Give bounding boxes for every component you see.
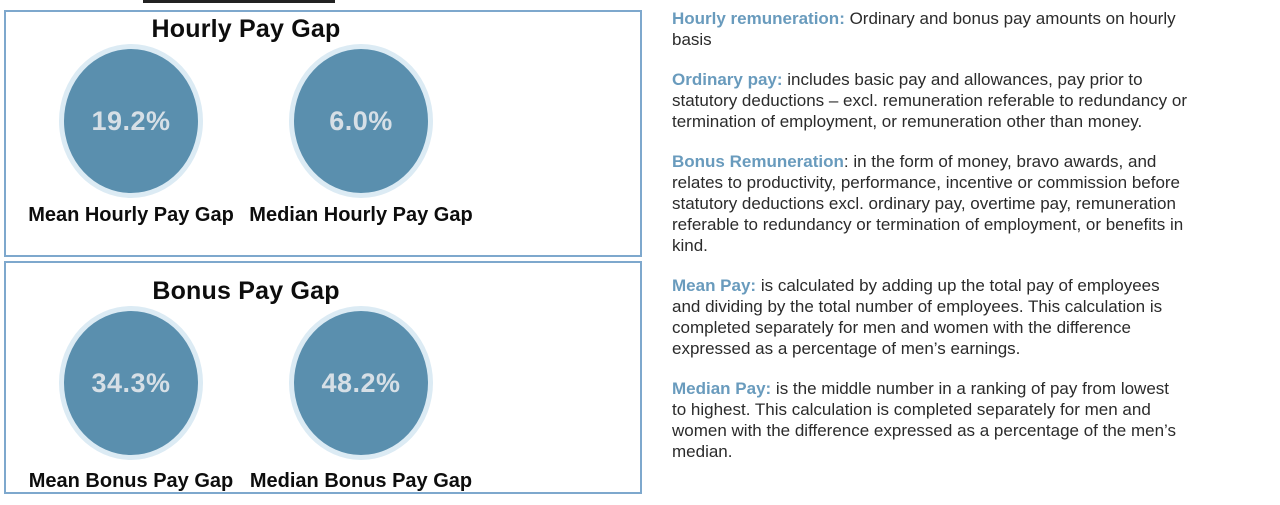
- definition-term: Mean Pay:: [672, 276, 757, 295]
- median-bonus-circle: 48.2%: [289, 306, 433, 460]
- cropped-text-artifact: [143, 0, 335, 3]
- mean-bonus-circle: 34.3%: [59, 306, 203, 460]
- hourly-stats-row: 19.2% Mean Hourly Pay Gap 6.0% Median Ho…: [16, 44, 476, 227]
- hourly-panel-content: Hourly Pay Gap 19.2% Mean Hourly Pay Gap…: [16, 12, 476, 227]
- median-hourly-label: Median Hourly Pay Gap: [249, 204, 473, 226]
- median-hourly-value: 6.0%: [329, 105, 393, 136]
- mean-hourly-circle: 19.2%: [59, 44, 203, 198]
- median-bonus-label: Median Bonus Pay Gap: [249, 470, 473, 492]
- mean-bonus-value: 34.3%: [91, 367, 171, 398]
- definition-mean-pay: Mean Pay: is calculated by adding up the…: [672, 275, 1187, 359]
- median-hourly-circle: 6.0%: [289, 44, 433, 198]
- hourly-panel-title: Hourly Pay Gap: [151, 15, 341, 43]
- definition-term: Ordinary pay:: [672, 70, 783, 89]
- definition-ordinary-pay: Ordinary pay: includes basic pay and all…: [672, 69, 1187, 132]
- definition-median-pay: Median Pay: is the middle number in a ra…: [672, 378, 1187, 462]
- definition-term: Bonus Remuneration: [672, 152, 844, 171]
- median-bonus-value: 48.2%: [321, 367, 401, 398]
- bonus-panel-content: Bonus Pay Gap 34.3% Mean Bonus Pay Gap 4…: [16, 263, 476, 493]
- definition-term: Hourly remuneration:: [672, 9, 845, 28]
- definition-text: Ordinary and bonus pay amounts on hourly…: [672, 9, 1176, 49]
- definition-hourly-remuneration: Hourly remuneration: Ordinary and bonus …: [672, 8, 1187, 50]
- definitions-column: Hourly remuneration: Ordinary and bonus …: [672, 8, 1187, 481]
- stat-median-hourly: 6.0% Median Hourly Pay Gap: [246, 44, 476, 227]
- definition-text: includes basic pay and allowances, pay p…: [672, 70, 1188, 131]
- definition-text: is the middle number in a ranking of pay…: [672, 379, 1177, 461]
- stat-median-bonus: 48.2% Median Bonus Pay Gap: [246, 306, 476, 493]
- stat-mean-hourly: 19.2% Mean Hourly Pay Gap: [16, 44, 246, 227]
- mean-hourly-label: Mean Hourly Pay Gap: [28, 204, 234, 226]
- definition-text: is calculated by adding up the total pay…: [672, 276, 1163, 358]
- definition-term: Median Pay:: [672, 379, 772, 398]
- bonus-stats-row: 34.3% Mean Bonus Pay Gap 48.2% Median Bo…: [16, 306, 476, 493]
- mean-bonus-label: Mean Bonus Pay Gap: [28, 470, 234, 492]
- stat-mean-bonus: 34.3% Mean Bonus Pay Gap: [16, 306, 246, 493]
- bonus-panel-title: Bonus Pay Gap: [152, 277, 340, 305]
- definition-text: : in the form of money, bravo awards, an…: [672, 152, 1184, 255]
- mean-hourly-value: 19.2%: [91, 105, 171, 136]
- bonus-pay-gap-panel: Bonus Pay Gap 34.3% Mean Bonus Pay Gap 4…: [4, 261, 642, 494]
- definition-bonus-remuneration: Bonus Remuneration: in the form of money…: [672, 151, 1187, 256]
- hourly-pay-gap-panel: Hourly Pay Gap 19.2% Mean Hourly Pay Gap…: [4, 10, 642, 257]
